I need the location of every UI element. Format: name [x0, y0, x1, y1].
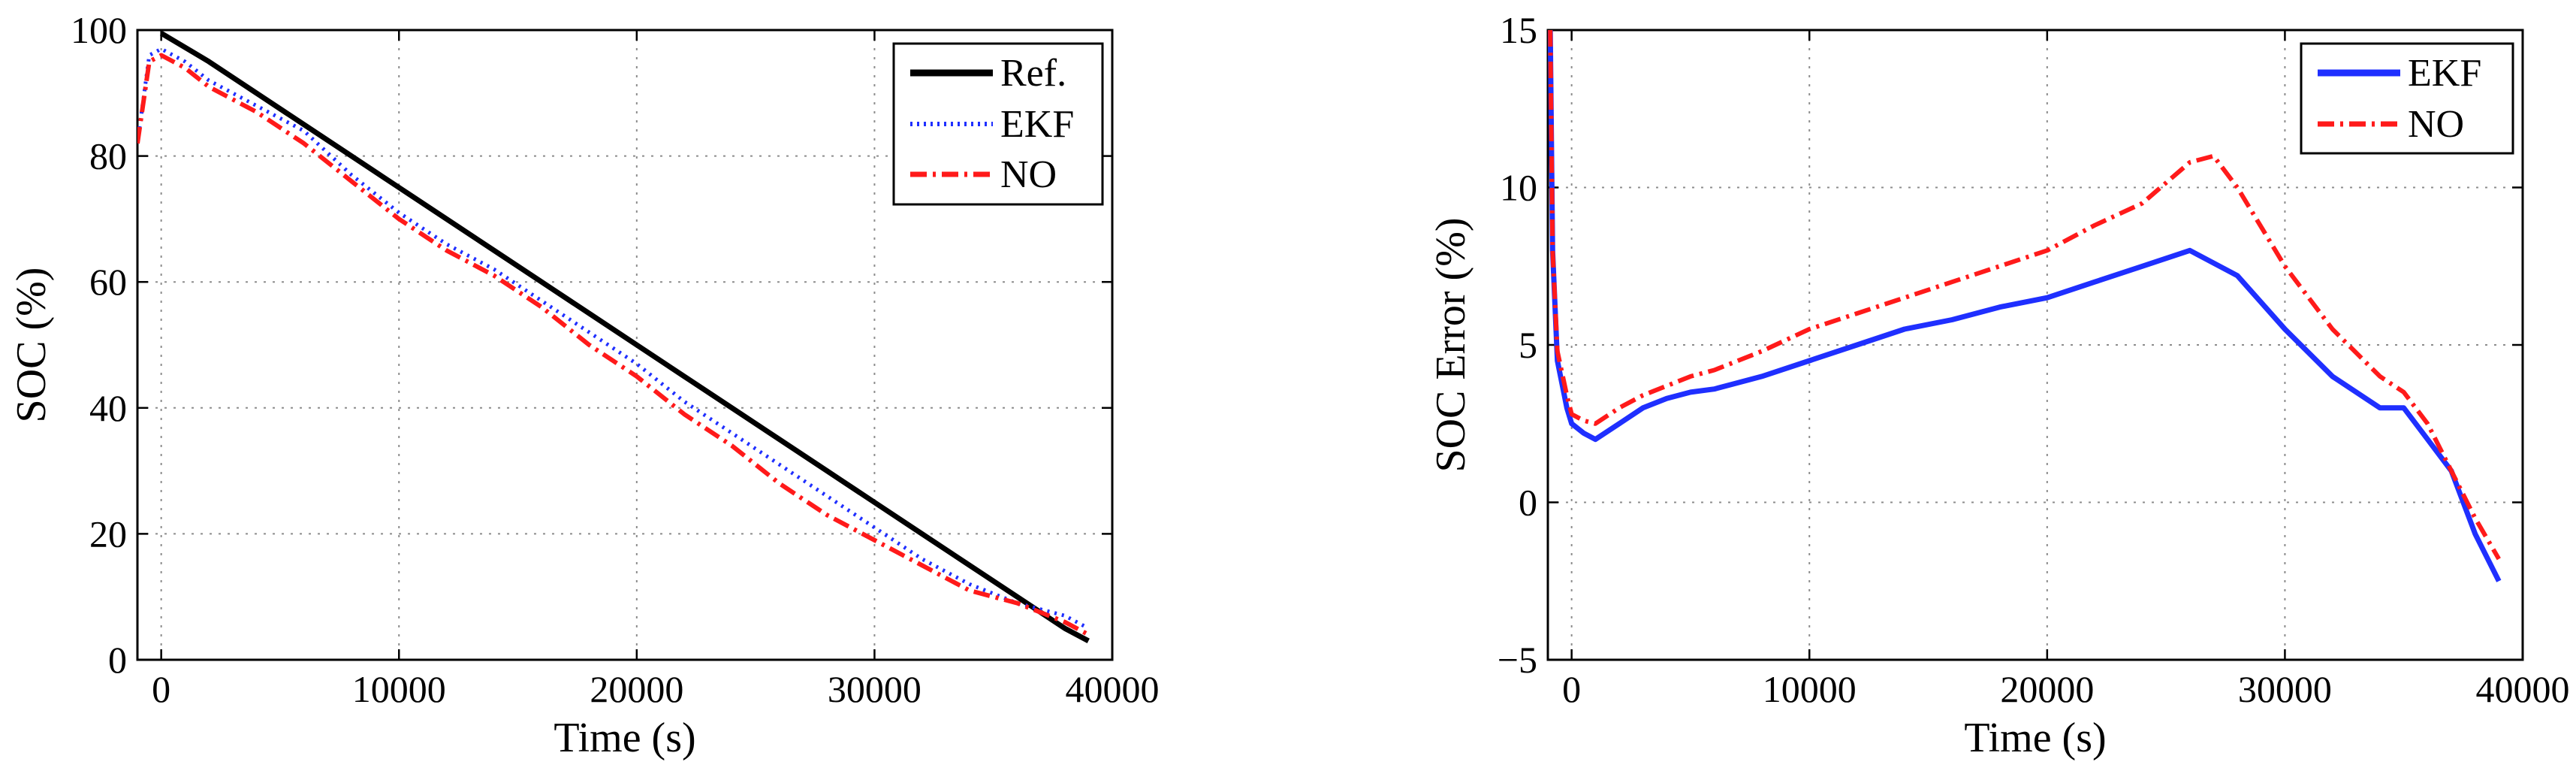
- soc-legend-ref-label: Ref.: [1000, 52, 1066, 95]
- soc-error-chart: 0 10000 20000 30000 40000 −5 0 5 10 15 Time (s) S…: [1428, 9, 2570, 761]
- soc-series-no-line: [137, 53, 1090, 637]
- soc-error-x-tick-label: 0: [1562, 668, 1581, 710]
- soc-error-tick-labels: 0 10000 20000 30000 40000 −5 0 5 10 15: [1498, 9, 2570, 710]
- soc-y-tick-label: 40: [89, 387, 127, 429]
- soc-y-tick-label: 0: [108, 639, 127, 681]
- soc-legend: Ref. EKF NO: [892, 42, 1104, 206]
- soc-x-tick-label: 0: [152, 668, 170, 710]
- soc-x-tick-label: 20000: [590, 668, 683, 710]
- soc-x-axis-label: Time (s): [554, 715, 695, 761]
- soc-error-y-tick-label: −5: [1498, 639, 1537, 681]
- soc-tick-labels: 0 10000 20000 30000 40000 0 20 40 60 80 100: [71, 9, 1160, 710]
- soc-error-series-ekf-line: [1548, 30, 2502, 582]
- soc-y-tick-label: 80: [89, 135, 127, 177]
- soc-error-x-tick-label: 40000: [2476, 668, 2570, 710]
- soc-error-x-tick-label: 20000: [2000, 668, 2094, 710]
- soc-error-y-axis-label: SOC Error (%): [1428, 217, 1474, 472]
- soc-y-tick-label: 60: [89, 261, 127, 303]
- soc-y-tick-label: 20: [89, 512, 127, 555]
- soc-error-legend-ekf-label: EKF: [2408, 52, 2481, 95]
- soc-error-legend: EKF NO: [2300, 42, 2514, 155]
- soc-legend-ekf-label: EKF: [1000, 103, 1074, 146]
- soc-error-series: [1548, 30, 2502, 582]
- soc-x-tick-label: 30000: [828, 668, 922, 710]
- soc-error-x-tick-label: 10000: [1763, 668, 1857, 710]
- soc-chart: 0 10000 20000 30000 40000 0 20 40 60 80 100 Time (…: [8, 9, 1160, 761]
- soc-error-y-tick-label: 15: [1500, 9, 1537, 51]
- soc-error-legend-no-label: NO: [2408, 103, 2464, 146]
- soc-y-axis-label: SOC (%): [8, 268, 55, 423]
- soc-error-x-tick-label: 30000: [2238, 668, 2332, 710]
- soc-series: [137, 31, 1090, 643]
- soc-error-series-no-line: [1548, 30, 2501, 561]
- soc-error-y-tick-label: 5: [1519, 324, 1537, 366]
- soc-legend-no-label: NO: [1000, 153, 1057, 196]
- soc-error-gridlines: [1548, 30, 2523, 660]
- soc-x-tick-label: 10000: [352, 668, 446, 710]
- soc-series-ekf-line: [137, 47, 1090, 630]
- soc-error-y-tick-label: 10: [1500, 167, 1537, 209]
- soc-y-tick-label: 100: [71, 9, 127, 51]
- soc-x-tick-label: 40000: [1066, 668, 1160, 710]
- soc-error-ticks: [1548, 29, 2524, 661]
- soc-gridlines: [137, 30, 1112, 660]
- soc-error-legend-box: [2300, 42, 2514, 155]
- soc-error-y-tick-label: 0: [1519, 482, 1537, 524]
- soc-error-x-axis-label: Time (s): [1964, 715, 2106, 761]
- soc-series-ref-line: [159, 31, 1090, 643]
